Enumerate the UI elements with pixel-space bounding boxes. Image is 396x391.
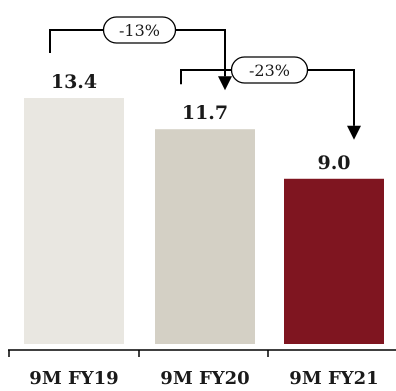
bars-group: 13.4 11.7 9.0	[24, 71, 384, 344]
bar-2	[155, 129, 255, 344]
bar-value-label-2: 11.7	[182, 102, 228, 124]
bar-value-label-3: 9.0	[317, 152, 350, 174]
category-label-2: 9M FY20	[160, 368, 249, 389]
change-annotations: -13% -23%	[49, 16, 361, 140]
bar-3	[284, 178, 384, 344]
x-axis: 9M FY19 9M FY20 9M FY21	[8, 349, 396, 389]
change-bubble-1	[102, 16, 177, 44]
change-arrowhead-2	[347, 125, 361, 140]
bar-1	[24, 98, 124, 344]
bar-value-label-1: 13.4	[51, 71, 97, 93]
change-arrowhead-1	[218, 76, 232, 91]
change-label-2: -23%	[249, 61, 290, 80]
change-bubble-2	[230, 56, 309, 84]
category-label-1: 9M FY19	[29, 368, 118, 389]
category-label-3: 9M FY21	[289, 368, 378, 389]
change-label-1: -13%	[119, 21, 160, 40]
